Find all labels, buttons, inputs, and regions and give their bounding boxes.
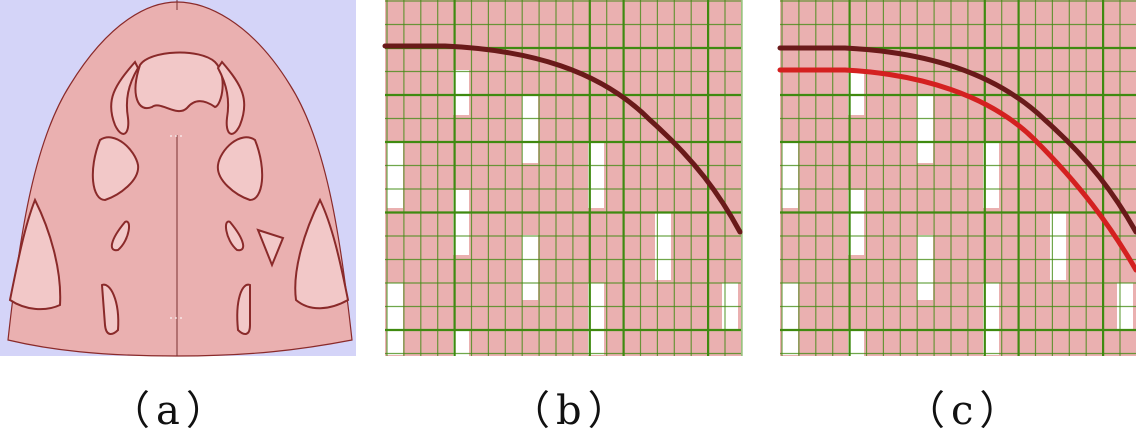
empty-cell xyxy=(522,95,538,163)
original-boundary-curve xyxy=(382,43,743,235)
panel-a-shape xyxy=(0,0,356,357)
empty-cell xyxy=(848,70,864,115)
grid-background xyxy=(780,0,1136,356)
empty-cell xyxy=(917,235,933,300)
empty-cell xyxy=(848,190,864,255)
panel-b-grid xyxy=(382,0,743,356)
empty-cell xyxy=(983,283,999,355)
original-boundary-curve xyxy=(777,45,1136,235)
empty-cell xyxy=(588,283,604,355)
label-b: （b） xyxy=(510,388,634,434)
empty-cell xyxy=(848,330,864,356)
empty-cell xyxy=(453,330,469,356)
empty-cell xyxy=(655,212,671,280)
empty-cell xyxy=(453,190,469,255)
panel-c-grid xyxy=(777,0,1136,356)
offset-boundary-curve xyxy=(777,67,1136,273)
empty-cell xyxy=(522,235,538,300)
empty-cell xyxy=(387,283,403,355)
empty-cell xyxy=(917,95,933,163)
empty-cell xyxy=(453,70,469,115)
empty-cell xyxy=(782,142,798,208)
grid-background xyxy=(385,0,741,356)
empty-cell xyxy=(782,283,798,355)
empty-cell xyxy=(588,142,604,208)
empty-cell xyxy=(1050,212,1066,280)
label-a: （a） xyxy=(110,388,232,434)
empty-cell xyxy=(983,142,999,208)
label-c: （c） xyxy=(905,388,1026,434)
empty-cell xyxy=(387,142,403,208)
